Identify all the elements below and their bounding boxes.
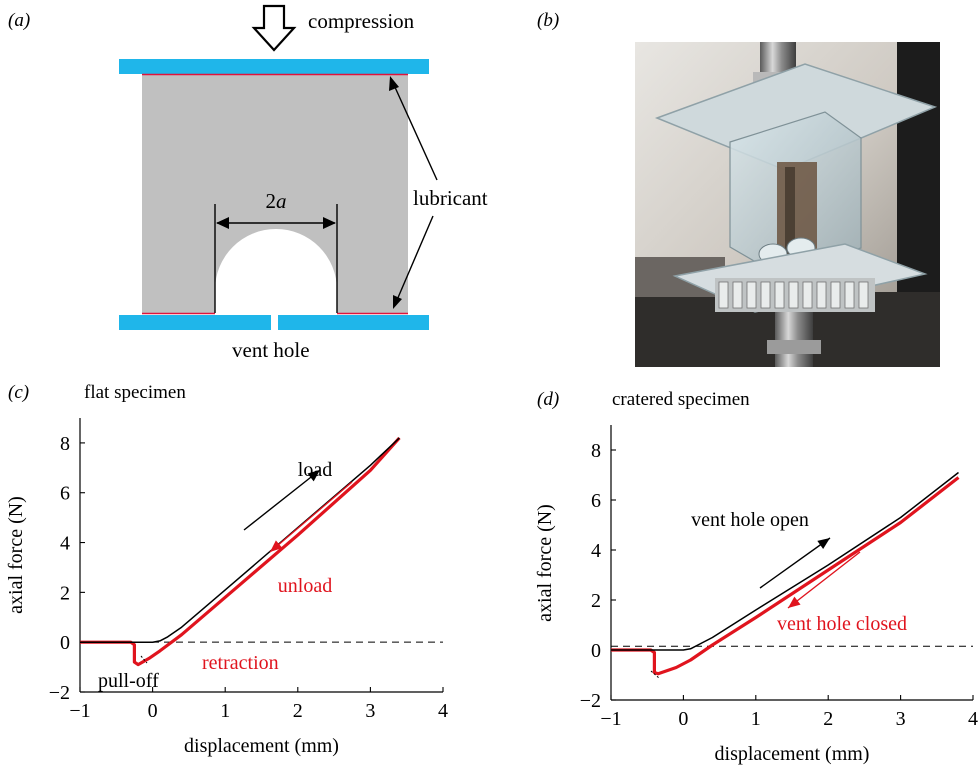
series-line-unload (80, 436, 401, 667)
panel-c: (c) flat specimen −1 0 1 2 3 4 −2 0 2 4 6 8 displace… (5, 382, 448, 757)
y-tick-label: 0 (591, 640, 601, 662)
y-tick-label: 6 (60, 483, 70, 505)
annotation-arrow-unload (269, 481, 353, 553)
panel-d-title: cratered specimen (612, 389, 750, 410)
panel-a-label: (a) (8, 10, 30, 31)
annotation-retraction: retraction (202, 652, 279, 674)
annotation-arrowhead-vent-hole-closed (788, 596, 801, 608)
series-line-vent-hole-closed (611, 476, 960, 676)
dimension-arrowhead-left (216, 217, 229, 229)
x-tick-label: 3 (365, 700, 375, 722)
lubricant-pointer-bottom (396, 215, 434, 301)
pull-off-marker (140, 655, 148, 664)
gap-label-prefix: 2 (266, 189, 277, 213)
series-line-load (80, 437, 400, 643)
x-axis-label: displacement (mm) (715, 743, 870, 765)
gap-label: 2a (266, 189, 287, 213)
x-tick-label: −1 (600, 708, 621, 730)
x-tick-label: 3 (896, 708, 906, 730)
compression-label: compression (308, 9, 415, 33)
x-tick-label: 4 (438, 700, 448, 722)
annotation-arrow-vent-hole-closed (787, 551, 861, 609)
lubricant-label: lubricant (413, 186, 488, 210)
annotation-vent-hole-closed: vent hole closed (777, 613, 907, 635)
y-tick-label: 4 (591, 540, 601, 562)
annotation-arrow-vent-hole-open (759, 537, 831, 589)
y-tick-label: −2 (580, 690, 601, 712)
panel-d-label: (d) (537, 389, 559, 410)
x-tick-label: 2 (293, 700, 303, 722)
annotation-pull-off: pull-off (98, 670, 159, 692)
y-tick-label: 8 (60, 433, 70, 455)
x-tick-label: −1 (69, 700, 90, 722)
x-tick-label: 1 (751, 708, 761, 730)
annotation-arrowhead-vent-hole-open (817, 538, 830, 550)
top-plate (119, 59, 429, 74)
panel-b: (b) (537, 10, 559, 31)
y-tick-label: 2 (591, 590, 601, 612)
specimen-body (142, 74, 408, 313)
lubricant-pointer-bottom-head (393, 295, 402, 309)
panel-c-title: flat specimen (84, 382, 186, 403)
lubricant-pointer-top-head (389, 76, 399, 91)
y-tick-label: 6 (591, 490, 601, 512)
panel-c-label: (c) (8, 382, 29, 403)
annotation-load: load (298, 459, 332, 481)
down-arrow-icon (251, 4, 297, 52)
panel-d: (d) cratered specimen −1 0 1 2 3 4 −2 0 2 4 6 8 disp… (534, 389, 978, 765)
x-tick-label: 1 (220, 700, 230, 722)
y-tick-label: 2 (60, 582, 70, 604)
annotation-arrowhead-unload (270, 540, 283, 552)
annotation-arrowhead-load (307, 470, 320, 482)
pull-off-marker (650, 670, 660, 679)
x-tick-label: 0 (678, 708, 688, 730)
x-axis-label: displacement (mm) (184, 735, 339, 757)
y-axis-label: axial force (N) (5, 496, 27, 614)
y-axis-label: axial force (N) (534, 504, 556, 622)
x-tick-label: 0 (148, 700, 158, 722)
test-rig-photo (635, 42, 940, 367)
gap-label-var: a (276, 189, 287, 213)
annotation-arrow-load (243, 469, 321, 531)
y-tick-label: −2 (49, 682, 70, 704)
y-tick-label: 4 (60, 533, 70, 555)
annotation-vent-hole-open: vent hole open (691, 509, 809, 531)
chart-d: −1 0 1 2 3 4 −2 0 2 4 6 8 displacement (mm) axial for… (534, 425, 978, 765)
chart-c: −1 0 1 2 3 4 −2 0 2 4 6 8 displacement (mm) axial for… (5, 418, 448, 757)
x-tick-label: 4 (968, 708, 978, 730)
x-tick-label: 2 (823, 708, 833, 730)
lubricant-pointer-top (393, 84, 438, 181)
annotation-unload: unload (278, 575, 332, 597)
bottom-plate-left (119, 315, 271, 330)
y-tick-label: 8 (591, 440, 601, 462)
y-tick-label: 0 (60, 632, 70, 654)
bottom-plate-right (278, 315, 429, 330)
vent-hole-label: vent hole (232, 338, 310, 362)
panel-b-label: (b) (537, 10, 559, 31)
series-line-vent-hole-open (611, 471, 959, 651)
dimension-arrowhead-right (323, 217, 336, 229)
panel-a: (a) compression 2a lubricant vent hole (8, 4, 488, 362)
